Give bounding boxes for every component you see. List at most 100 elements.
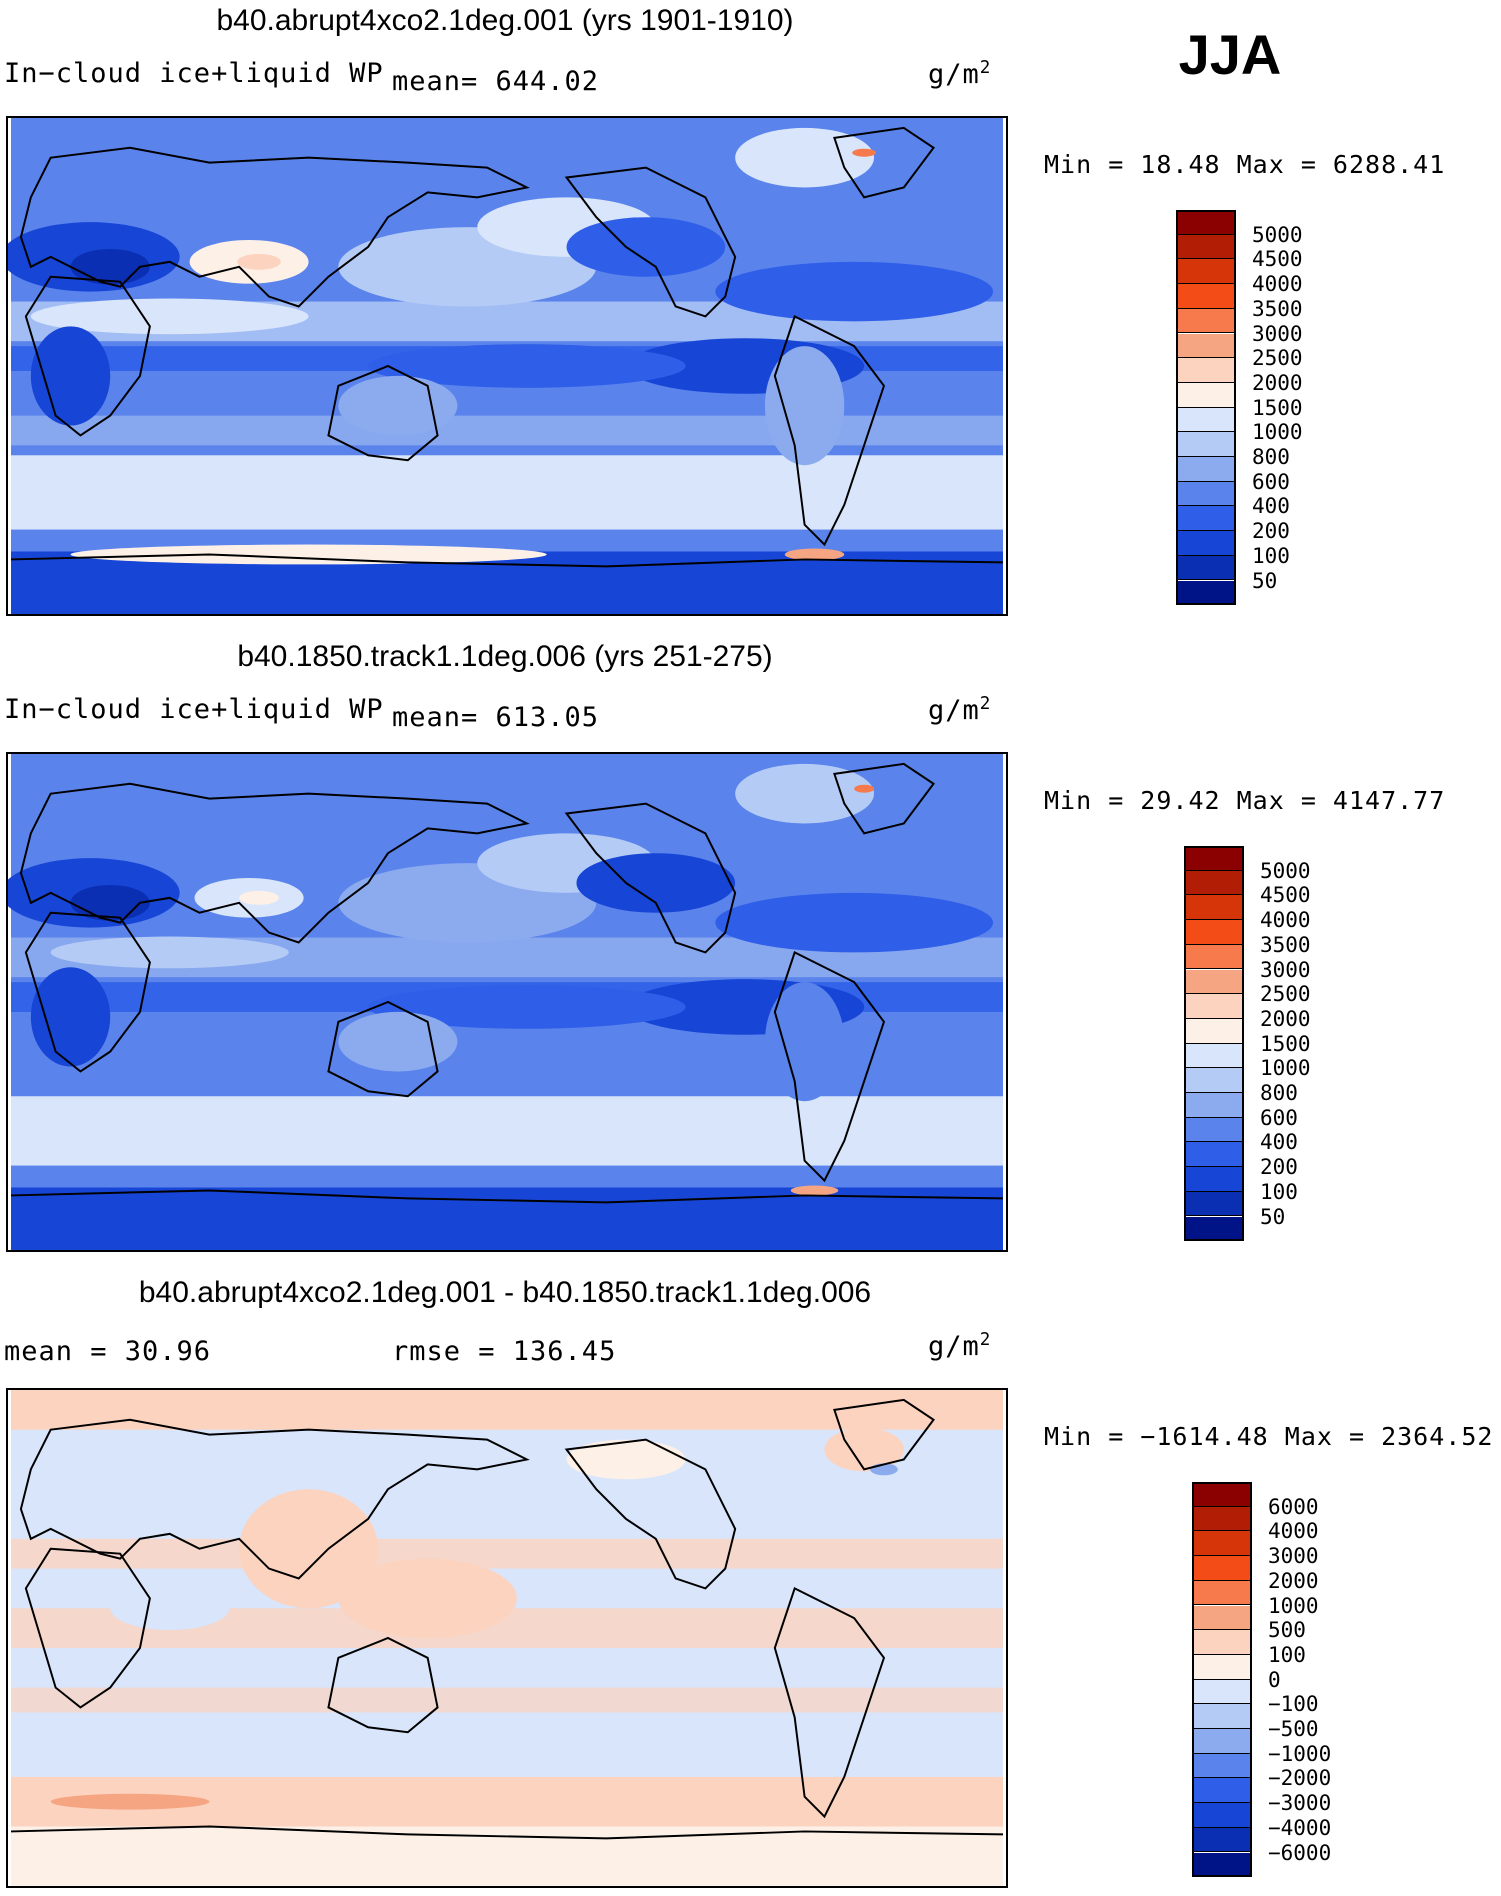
colorbar-swatch	[1176, 432, 1236, 457]
colorbar-tick-label: 6000	[1268, 1494, 1319, 1519]
colorbar-swatch	[1184, 1191, 1244, 1217]
colorbar-tick-label: −6000	[1268, 1840, 1332, 1865]
colorbar-swatch	[1176, 555, 1236, 581]
colorbar-swatch	[1176, 333, 1236, 359]
colorbar-swatch	[1176, 506, 1236, 532]
colorbar-swatch	[1192, 1803, 1252, 1828]
colorbar-tick-label: 0	[1268, 1667, 1281, 1692]
colorbar-swatch	[1176, 210, 1236, 235]
colorbar-tick-label: 1500	[1252, 395, 1303, 420]
colorbar-tick-label: 600	[1252, 469, 1290, 494]
colorbar-tick-label: 2500	[1252, 346, 1303, 371]
colorbar-tick-label: 1500	[1260, 1031, 1311, 1056]
colorbar-tick-label: 100	[1260, 1179, 1298, 1204]
colorbar-tick-label: 1000	[1260, 1056, 1311, 1081]
colorbar-swatch	[1184, 1216, 1244, 1242]
panel-3-rmse: rmse = 136.45	[392, 1336, 617, 1367]
colorbar-swatch	[1192, 1630, 1252, 1655]
colorbar-tick-label: 4000	[1268, 1519, 1319, 1544]
colorbar-tick-label: 500	[1268, 1618, 1306, 1643]
colorbar-swatch	[1192, 1704, 1252, 1729]
colorbar-swatch	[1192, 1654, 1252, 1680]
colorbar-swatch	[1184, 1068, 1244, 1093]
colorbar-tick-label: 50	[1260, 1204, 1286, 1229]
colorbar-swatch	[1176, 308, 1236, 334]
colorbar-tick-label: 3000	[1252, 321, 1303, 346]
colorbar-swatch	[1184, 994, 1244, 1019]
colorbar-swatch	[1184, 1167, 1244, 1192]
colorbar-tick-label: 400	[1260, 1130, 1298, 1155]
colorbar-swatch	[1184, 1142, 1244, 1168]
colorbar-tick-label: 800	[1252, 445, 1290, 469]
colorbar-tick-label: 600	[1260, 1105, 1298, 1130]
colorbar-swatch	[1176, 382, 1236, 408]
colorbar-tick-label: 4500	[1252, 247, 1303, 272]
season-label: JJA	[1178, 23, 1282, 86]
panel-1-units: g/m2	[928, 58, 992, 90]
colorbar-swatch	[1192, 1531, 1252, 1557]
colorbar-swatch	[1192, 1679, 1252, 1705]
colorbar-swatch	[1192, 1753, 1252, 1779]
colorbar-swatch	[1176, 259, 1236, 285]
colorbar-frame	[1192, 1482, 1252, 1878]
colorbar-swatch	[1184, 944, 1244, 970]
colorbar-tick-label: 5000	[1260, 858, 1311, 883]
colorbar-tick-label: 1000	[1252, 420, 1303, 445]
colorbar-swatch	[1176, 358, 1236, 383]
colorbar-tick-label: 3000	[1268, 1544, 1319, 1569]
colorbar-tick-label: 800	[1260, 1081, 1298, 1105]
panel-3-map	[6, 1388, 1008, 1888]
panel-3-mean: mean = 30.96	[4, 1336, 212, 1367]
colorbar-swatch	[1192, 1605, 1252, 1631]
colorbar-frame	[1176, 210, 1236, 606]
colorbar-tick-label: 2000	[1252, 370, 1303, 395]
colorbar-frame	[1184, 846, 1244, 1242]
colorbar-tick-label: 200	[1252, 519, 1290, 544]
colorbar-swatch	[1184, 870, 1244, 896]
colorbar-swatch	[1184, 920, 1244, 945]
colorbar-swatch	[1192, 1852, 1252, 1878]
colorbar-swatch	[1176, 284, 1236, 309]
colorbar-swatch	[1192, 1580, 1252, 1606]
panel-2-title: b40.1850.track1.1deg.006 (yrs 251-275)	[237, 640, 773, 673]
colorbar-tick-label: 3000	[1260, 957, 1311, 982]
colorbar-tick-label: 5000	[1252, 222, 1303, 247]
colorbar-swatch	[1192, 1556, 1252, 1581]
colorbar-swatch	[1192, 1729, 1252, 1754]
panel-3-title: b40.abrupt4xco2.1deg.001 - b40.1850.trac…	[138, 1276, 872, 1309]
panel-2-units: g/m2	[928, 694, 992, 726]
colorbar-swatch	[1176, 457, 1236, 482]
colorbar-tick-label: −500	[1268, 1717, 1319, 1741]
colorbar-swatch	[1176, 531, 1236, 556]
colorbar-tick-label: −3000	[1268, 1791, 1332, 1816]
colorbar-tick-label: 2500	[1260, 982, 1311, 1007]
colorbar-swatch	[1176, 407, 1236, 433]
colorbar-swatch	[1184, 1018, 1244, 1044]
panel-2-variable-label: In−cloud ice+liquid WP	[4, 694, 384, 725]
colorbar-tick-label: 4000	[1252, 272, 1303, 297]
panel-2-map	[6, 752, 1008, 1252]
panel-1-map	[6, 116, 1008, 616]
panel-2-minmax: Min = 29.42 Max = 4147.77	[1044, 786, 1446, 815]
colorbar-tick-label: −1000	[1268, 1741, 1332, 1766]
colorbar-swatch	[1192, 1827, 1252, 1853]
colorbar-tick-label: 50	[1252, 568, 1278, 593]
panel-2-mean: mean= 613.05	[392, 702, 600, 733]
colorbar-tick-label: 4500	[1260, 883, 1311, 908]
colorbar-swatch	[1184, 969, 1244, 995]
colorbar-swatch	[1176, 234, 1236, 260]
colorbar-swatch	[1176, 481, 1236, 507]
colorbar-tick-label: 100	[1268, 1642, 1306, 1667]
colorbar-swatch	[1192, 1482, 1252, 1507]
colorbar-swatch	[1184, 846, 1244, 871]
colorbar-tick-label: 2000	[1268, 1568, 1319, 1593]
panel-1-variable-label: In−cloud ice+liquid WP	[4, 58, 384, 89]
colorbar-swatch	[1184, 1117, 1244, 1143]
colorbar-tick-label: 100	[1252, 543, 1290, 568]
panel-1-mean: mean= 644.02	[392, 66, 600, 97]
colorbar-swatch	[1192, 1506, 1252, 1532]
colorbar-tick-label: −2000	[1268, 1766, 1332, 1791]
panel-3-minmax: Min = −1614.48 Max = 2364.52	[1044, 1422, 1494, 1451]
panel-1-title: b40.abrupt4xco2.1deg.001 (yrs 1901-1910)	[216, 4, 794, 37]
panel-3-units: g/m2	[928, 1330, 992, 1362]
